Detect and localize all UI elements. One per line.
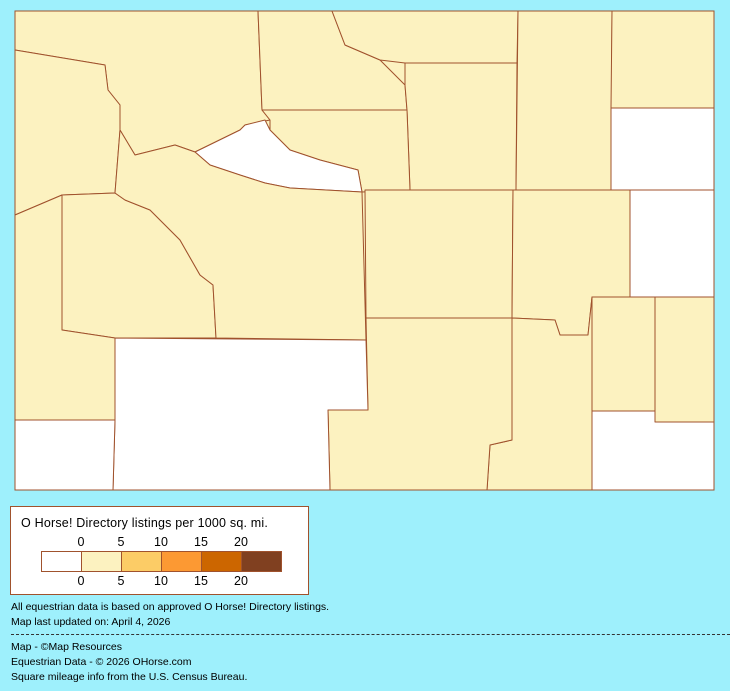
county-region[interactable] — [591, 410, 715, 491]
data-note: All equestrian data is based on approved… — [11, 601, 330, 613]
county-map — [14, 10, 715, 491]
legend-tick: 0 — [77, 535, 85, 549]
legend-tick: 15 — [194, 535, 208, 549]
credit-data: Equestrian Data - © 2026 OHorse.com — [11, 656, 192, 668]
legend-swatch — [201, 552, 241, 571]
county-region[interactable] — [14, 419, 116, 491]
legend-swatch — [81, 552, 121, 571]
legend-tick: 20 — [234, 574, 248, 588]
legend-color-bar — [41, 551, 282, 572]
county-region[interactable] — [364, 189, 514, 319]
county-region[interactable] — [629, 189, 715, 298]
legend-tick: 10 — [154, 535, 168, 549]
legend-tick: 10 — [154, 574, 168, 588]
legend-swatch — [161, 552, 201, 571]
county-region[interactable] — [114, 129, 367, 341]
county-region[interactable] — [610, 107, 715, 191]
credit-census: Square mileage info from the U.S. Census… — [11, 671, 248, 683]
legend-tick: 5 — [117, 535, 125, 549]
legend-swatch — [241, 552, 281, 571]
county-region[interactable] — [610, 10, 715, 109]
county-region[interactable] — [14, 49, 121, 216]
legend: O Horse! Directory listings per 1000 sq.… — [10, 506, 309, 595]
divider — [11, 634, 730, 635]
county-region[interactable] — [404, 62, 518, 191]
last-updated: Map last updated on: April 4, 2026 — [11, 616, 171, 628]
legend-title: O Horse! Directory listings per 1000 sq.… — [21, 516, 269, 530]
legend-tick: 5 — [117, 574, 125, 588]
legend-swatch — [121, 552, 161, 571]
legend-tick: 0 — [77, 574, 85, 588]
legend-tick: 15 — [194, 574, 208, 588]
county-region[interactable] — [591, 296, 656, 412]
legend-tick: 20 — [234, 535, 248, 549]
credit-map: Map - ©Map Resources — [11, 641, 123, 653]
legend-swatch — [42, 552, 81, 571]
county-region[interactable] — [515, 10, 613, 191]
county-region[interactable] — [654, 296, 715, 423]
